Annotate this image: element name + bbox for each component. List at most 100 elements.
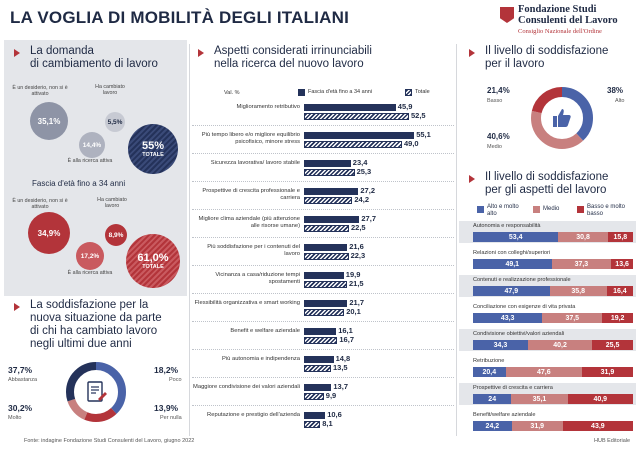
segment-basso: 16,4	[606, 286, 633, 296]
arrow-icon	[469, 175, 475, 183]
aspetti-bar-youth	[304, 272, 344, 279]
totale-circle: 55% TOTALE	[128, 124, 178, 174]
livello-aspetti-chart: Autonomia e responsabilità 53,4 30,8 15,8 Re…	[459, 221, 636, 438]
segment-medio: 35,1	[511, 394, 568, 404]
aspetti-row-label: Sicurezza lavorativa/ lavoro stabile	[210, 160, 300, 166]
segment-medio: 35,8	[549, 286, 607, 296]
aspetti-bar-youth	[304, 160, 351, 167]
aspetti-bar-total	[304, 421, 321, 428]
aspetti-value-total: 49,0	[404, 139, 419, 148]
aspetti-value-total: 24,2	[354, 195, 369, 204]
legend-total-swatch	[405, 89, 412, 96]
segment-alto: 43,3	[473, 313, 543, 323]
aspetti-row-label: Prospettive di crescita professionale e …	[202, 188, 300, 201]
logo: Fondazione Studi Consulenti del Lavoro C…	[500, 4, 632, 38]
aspetti-bar-total	[304, 309, 345, 316]
segment-basso: 13,6	[611, 259, 633, 269]
ricerca-pct: 14,4%	[82, 141, 102, 149]
aspetti-value-youth: 21,7	[349, 298, 364, 307]
soddisfazione-cambio-title: La soddisfazione per la nuova situazione…	[30, 299, 162, 351]
segment-alto: 49,1	[473, 259, 552, 269]
aspetti-bar-youth	[304, 132, 415, 139]
aspetti-row-label: Benefit e welfare aziendale	[230, 328, 300, 334]
segment-alto: 24,2	[473, 421, 512, 431]
livello-basso-label: Basso	[487, 98, 503, 104]
abbastanza-pct: 37,7%	[8, 365, 33, 375]
aspetti-bar-youth	[304, 104, 396, 111]
row-separator	[192, 405, 454, 406]
aspetti-bar-total	[304, 113, 409, 120]
livello-aspetti-row-label: Condivisione obiettivi/valori aziendali	[473, 331, 565, 337]
domanda-title-l1: La domanda	[30, 45, 94, 57]
segment-basso: 25,5	[592, 340, 633, 350]
legend-basso-swatch	[577, 206, 584, 213]
aspetti-value-youth: 55,1	[416, 130, 431, 139]
aspetti-title-l1: Aspetti considerati irrinunciabili	[214, 45, 372, 57]
domanda-title: La domanda di cambiamento di lavoro	[30, 45, 158, 71]
molto-label: Molto	[8, 415, 22, 421]
pernulla-label: Per nulla	[160, 415, 182, 421]
livello-title-l1: Il livello di soddisfazione	[485, 45, 609, 57]
segment-basso: 19,2	[602, 313, 633, 323]
livello-donut	[531, 87, 593, 149]
aspetti-value-youth: 23,4	[352, 158, 368, 167]
poco-pct: 18,2%	[154, 365, 179, 375]
soddisfazione-cambio-panel: La soddisfazione per la nuova situazione…	[4, 298, 187, 432]
aspetti-value-total: 13,5	[333, 363, 348, 372]
livello-aspetti-row-label: Benefit/welfare aziendale	[473, 412, 536, 418]
aspetti-bar-youth	[304, 384, 332, 391]
aspetti-value-youth: 27,2	[360, 186, 375, 195]
aspetti-row-label: Migliore clima aziendale (più attenzione…	[198, 216, 301, 229]
aspetti-bar-youth	[304, 216, 360, 223]
aspetti-value-youth: 14,8	[335, 354, 351, 363]
segment-basso: 40,9	[567, 394, 633, 404]
desiderio-circle: 35,1%	[30, 102, 68, 140]
livello-aspetti-title: Il livello di soddisfazione per gli aspe…	[485, 171, 608, 197]
aspetti-value-total: 8,1	[322, 419, 333, 428]
aspetti-value-total: 22,5	[351, 223, 366, 232]
domanda-title-l2: di cambiamento di lavoro	[30, 58, 158, 70]
arrow-icon	[14, 303, 20, 311]
aspetti-value-total: 9,9	[325, 391, 337, 400]
aspetti-value-youth: 27,7	[361, 214, 376, 223]
legend-medio-label: Medio	[543, 206, 560, 212]
row-separator	[192, 321, 454, 322]
livello-aspetti-row-label: Prospettive di crescita e carriera	[473, 385, 553, 391]
livello-medio-label: Medio	[487, 144, 502, 150]
segment-medio: 37,5	[542, 313, 603, 323]
aspetti-bar-total	[304, 225, 349, 232]
page-title: LA VOGLIA DI MOBILITÀ DEGLI ITALIANI	[10, 8, 349, 27]
aspetti-row-label: Reputazione e prestigio dell'azienda	[207, 412, 300, 418]
legend-youth-swatch	[298, 89, 305, 96]
satisfaction-ring	[66, 362, 126, 422]
youth-ricerca-label: È alla ricerca attiva	[67, 270, 113, 276]
desiderio-pct: 35,1%	[37, 116, 61, 126]
segment-medio: 30,8	[558, 232, 608, 242]
aspetti-row-label: Più tempo libero e/o migliore equilibrio…	[201, 132, 300, 145]
aspetti-title-l2: nella ricerca del nuovo lavoro	[214, 58, 364, 70]
aspetti-row-label: Miglioramento retributivo	[236, 104, 300, 110]
segment-medio: 37,3	[551, 259, 612, 269]
row-separator	[192, 125, 454, 126]
aspetti-bar-total	[304, 365, 331, 372]
totale-pct: 55%	[141, 140, 165, 152]
ricerca-label: È alla ricerca attiva	[67, 158, 113, 164]
livello-title: Il livello di soddisfazione per il lavor…	[485, 45, 608, 71]
aspetti-bar-total	[304, 141, 402, 148]
youth-cambiato-label: Ha cambiato lavoro	[97, 197, 127, 210]
livello-title-l2: per il lavoro	[485, 58, 545, 70]
youth-cambiato-circle: 8,9%	[105, 224, 127, 246]
soddisfazione-title-l2: nuova situazione da parte	[30, 312, 162, 324]
youth-subtitle: Fascia d'età fino a 34 anni	[32, 179, 126, 188]
aspetti-bar-youth	[304, 412, 326, 419]
youth-ricerca-circle: 17,2%	[76, 242, 104, 270]
livello-alto-label: Alto	[615, 98, 625, 104]
aspetti-value-youth: 21,6	[349, 242, 364, 251]
aspetti-value-total: 52,5	[411, 111, 426, 120]
livello-aspetti-row-label: Relazioni con colleghi/superiori	[473, 250, 551, 256]
aspetti-unit: Val. %	[224, 90, 240, 96]
livello-aspetti-title-l1: Il livello di soddisfazione	[485, 171, 609, 183]
cambiato-pct: 5,5%	[107, 118, 123, 126]
row-separator	[192, 293, 454, 294]
aspetti-value-total: 21,5	[349, 279, 364, 288]
